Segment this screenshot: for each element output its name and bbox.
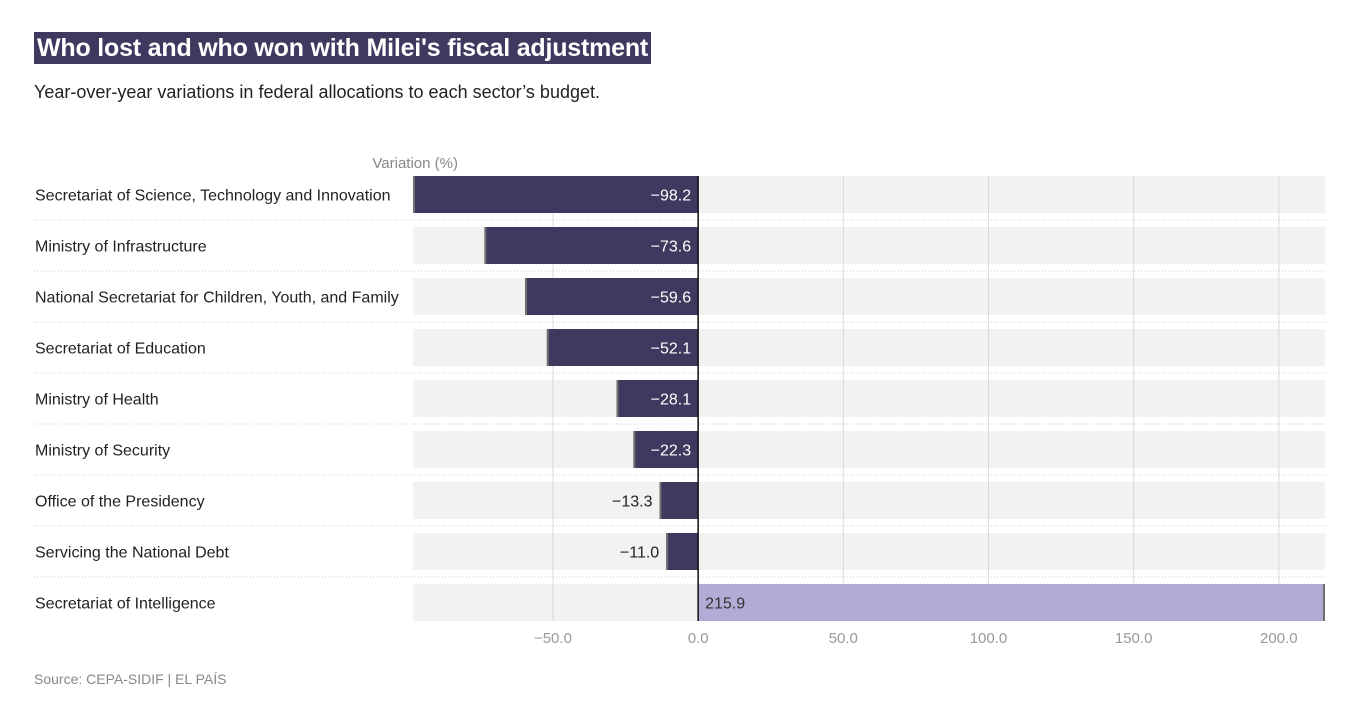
category-label: Ministry of Health bbox=[35, 392, 159, 409]
x-tick-label: 100.0 bbox=[970, 630, 1008, 647]
value-label: −28.1 bbox=[651, 392, 692, 409]
category-label: Secretariat of Intelligence bbox=[35, 596, 216, 613]
bar bbox=[633, 431, 699, 468]
category-label: Ministry of Security bbox=[35, 443, 170, 460]
bar-end-cap bbox=[659, 482, 662, 519]
bar-end-cap bbox=[525, 278, 528, 315]
bar bbox=[698, 584, 1325, 621]
chart-subtitle: Year-over-year variations in federal all… bbox=[34, 82, 600, 102]
category-label: Servicing the National Debt bbox=[35, 545, 229, 562]
category-label: Office of the Presidency bbox=[35, 494, 205, 511]
bar-end-cap bbox=[484, 227, 487, 264]
bar bbox=[666, 533, 699, 570]
x-axis-title: Variation (%) bbox=[372, 155, 458, 172]
value-label: −59.6 bbox=[651, 290, 692, 307]
x-tick-label: 150.0 bbox=[1115, 630, 1153, 647]
bar-end-cap bbox=[666, 533, 669, 570]
bar bbox=[525, 278, 699, 315]
bar-track bbox=[413, 431, 1325, 468]
bar-end-cap bbox=[616, 380, 619, 417]
value-label: −52.1 bbox=[651, 341, 692, 358]
value-label: −22.3 bbox=[651, 443, 692, 460]
bar-track bbox=[413, 380, 1325, 417]
bar-end-cap bbox=[1323, 584, 1325, 621]
bar-end-cap bbox=[546, 329, 549, 366]
x-tick-label: 50.0 bbox=[829, 630, 858, 647]
bar-track bbox=[413, 533, 1325, 570]
category-label: National Secretariat for Children, Youth… bbox=[35, 290, 399, 307]
x-tick-label: −50.0 bbox=[534, 630, 572, 647]
value-label: 215.9 bbox=[705, 596, 745, 613]
category-label: Secretariat of Science, Technology and I… bbox=[35, 188, 391, 205]
bar bbox=[413, 176, 699, 213]
category-label: Secretariat of Education bbox=[35, 341, 206, 358]
bar bbox=[616, 380, 699, 417]
bar bbox=[484, 227, 699, 264]
value-label: −13.3 bbox=[612, 494, 653, 511]
bar bbox=[659, 482, 699, 519]
value-label: −73.6 bbox=[651, 239, 692, 256]
value-label: −98.2 bbox=[651, 188, 692, 205]
bar-end-cap bbox=[633, 431, 636, 468]
bar-end-cap bbox=[413, 176, 415, 213]
bar-track bbox=[413, 482, 1325, 519]
category-label: Ministry of Infrastructure bbox=[35, 239, 207, 256]
chart-title: Who lost and who won with Milei's fiscal… bbox=[34, 32, 652, 64]
bar bbox=[546, 329, 699, 366]
value-label: −11.0 bbox=[620, 545, 659, 562]
title-wrap: Who lost and who won with Milei's fiscal… bbox=[34, 32, 652, 64]
x-tick-label: 200.0 bbox=[1260, 630, 1298, 647]
source-note: Source: CEPA-SIDIF | EL PAÍS bbox=[34, 671, 227, 687]
x-tick-label: 0.0 bbox=[688, 630, 709, 647]
